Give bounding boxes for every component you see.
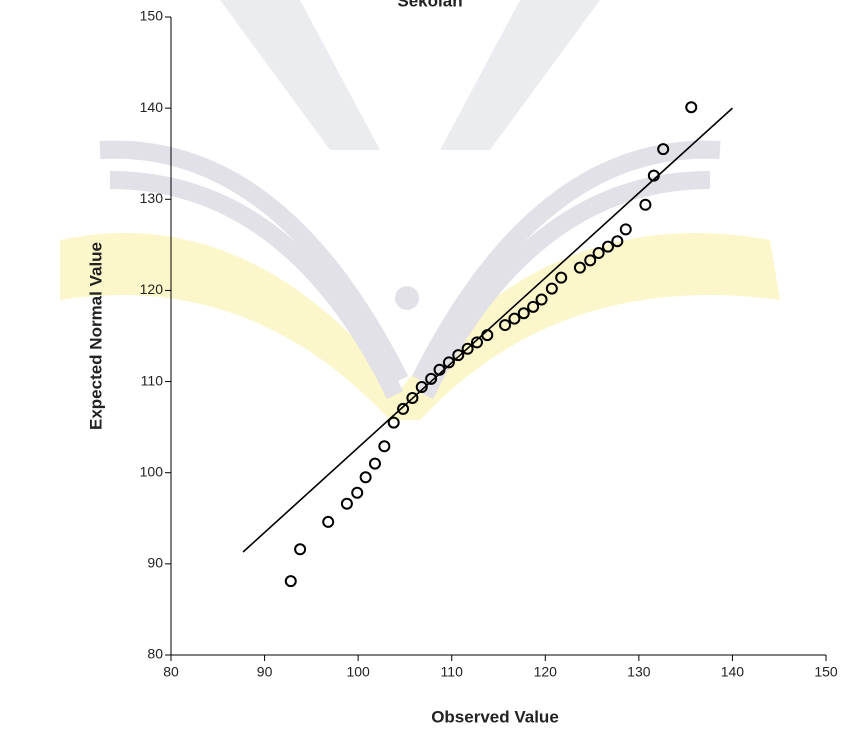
point	[415, 381, 428, 394]
point	[685, 101, 698, 114]
x-tick-label: 150	[814, 664, 838, 680]
point	[452, 349, 465, 362]
point	[387, 416, 400, 429]
point	[433, 363, 446, 376]
point	[555, 271, 568, 284]
point	[573, 261, 586, 274]
point	[517, 307, 530, 320]
watermark-top	[220, 0, 600, 150]
point	[619, 223, 632, 236]
y-tick-label: 90	[147, 555, 163, 571]
watermark-arcs	[99, 140, 721, 399]
watermark	[60, 0, 780, 420]
y-axis-title: Expected Normal Value	[86, 242, 105, 430]
point	[584, 254, 597, 267]
point	[397, 402, 410, 415]
point	[639, 198, 652, 211]
point	[647, 169, 660, 182]
point	[545, 282, 558, 295]
point	[470, 336, 483, 349]
point	[425, 372, 438, 385]
point	[592, 247, 605, 260]
point	[535, 293, 548, 306]
point	[284, 575, 297, 588]
point	[351, 486, 364, 499]
y-tick-label: 140	[140, 99, 164, 115]
point	[508, 312, 521, 325]
y-tick-label: 120	[140, 281, 164, 297]
point	[657, 143, 670, 156]
point	[527, 300, 540, 313]
point	[481, 329, 494, 342]
watermark-book	[60, 233, 780, 420]
point	[368, 457, 381, 470]
y-tick-label: 100	[140, 463, 164, 479]
point	[406, 391, 419, 404]
x-tick-label: 130	[627, 664, 651, 680]
point	[499, 319, 512, 332]
y-tick-label: 130	[140, 190, 164, 206]
point	[378, 440, 391, 453]
y-tick-label: 80	[147, 646, 163, 662]
y-tick-label: 110	[141, 372, 164, 388]
x-tick-label: 90	[257, 664, 273, 680]
y-tick-label: 150	[140, 8, 164, 24]
point	[359, 471, 372, 484]
watermark-dot	[395, 286, 419, 310]
x-axis-title: Observed Value	[431, 707, 559, 726]
x-tick-label: 80	[163, 664, 179, 680]
point	[601, 240, 614, 253]
x-tick-label: 140	[721, 664, 745, 680]
point	[461, 342, 474, 355]
x-tick-label: 100	[346, 664, 370, 680]
point	[294, 543, 307, 556]
point	[340, 497, 353, 510]
point	[322, 515, 335, 528]
point	[611, 235, 624, 248]
x-tick-label: 110	[441, 664, 464, 680]
point	[442, 356, 455, 369]
x-tick-label: 120	[534, 664, 558, 680]
chart-title: Sekolah	[397, 0, 462, 10]
